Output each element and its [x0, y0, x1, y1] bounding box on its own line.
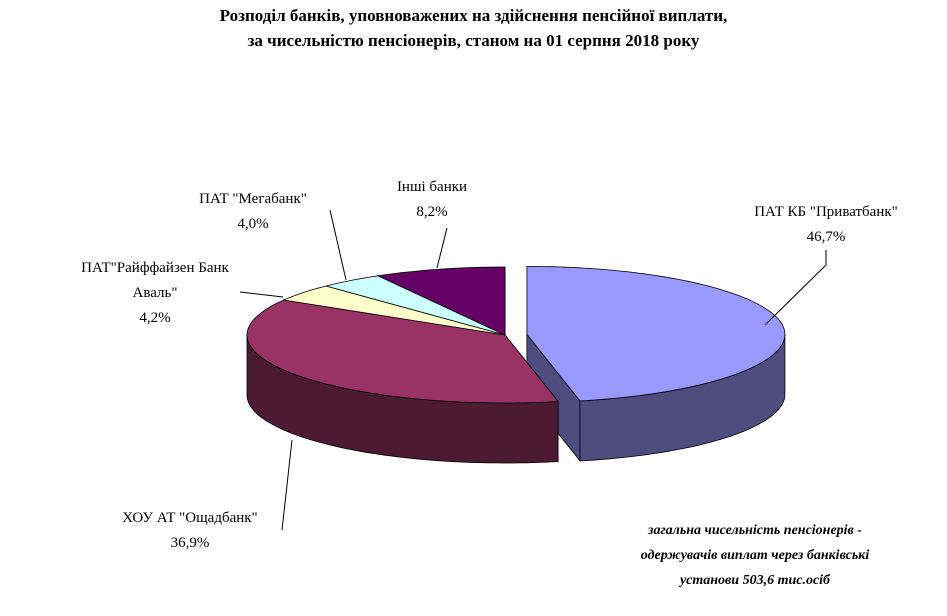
slice	[526, 265, 786, 402]
leader-line	[764, 250, 827, 326]
value-label: 4,0%	[237, 216, 269, 232]
leader-line	[329, 209, 347, 281]
category-label: ПАТ "Мегабанк"	[199, 191, 307, 207]
note-line: установи 503,6 тис.осіб	[679, 573, 831, 588]
data-label: ПАТ"Райффайзен Банк Аваль" 4,2%	[55, 256, 255, 331]
data-label: Інші банки 8,2%	[332, 175, 532, 225]
slice	[282, 285, 506, 336]
data-label: ПАТ "Мегабанк" 4,0%	[153, 187, 353, 237]
slice	[376, 266, 506, 336]
note: загальна чисельність пенсіонерів - одерж…	[600, 518, 910, 593]
category-label: Інші банки	[396, 179, 468, 195]
leader-line	[239, 291, 284, 298]
note-line: загальна чисельність пенсіонерів -	[648, 523, 862, 538]
slice	[325, 275, 506, 336]
slice	[246, 299, 559, 404]
category-label: ХОУ АТ "Ощадбанк"	[122, 510, 258, 526]
chart-subtitle: за чисельністю пенсіонерів, станом на 01…	[247, 31, 700, 50]
value-label: 46,7%	[806, 229, 846, 245]
value-label: 4,2%	[139, 310, 171, 326]
value-label: 36,9%	[170, 535, 210, 551]
data-label: ПАТ КБ "Приватбанк" 46,7%	[726, 200, 926, 250]
leader-line	[436, 227, 448, 269]
chart-title: Розподіл банків, уповноважених на здійсн…	[219, 6, 728, 25]
note-line: одержувачів виплат через банківські	[640, 548, 870, 563]
leader-line	[281, 439, 293, 531]
data-label: ХОУ АТ "Ощадбанк" 36,9%	[90, 506, 290, 556]
category-label: ПАТ КБ "Приватбанк"	[754, 204, 898, 220]
category-label: ПАТ"Райффайзен Банк Аваль"	[81, 260, 229, 301]
value-label: 8,2%	[416, 204, 448, 220]
